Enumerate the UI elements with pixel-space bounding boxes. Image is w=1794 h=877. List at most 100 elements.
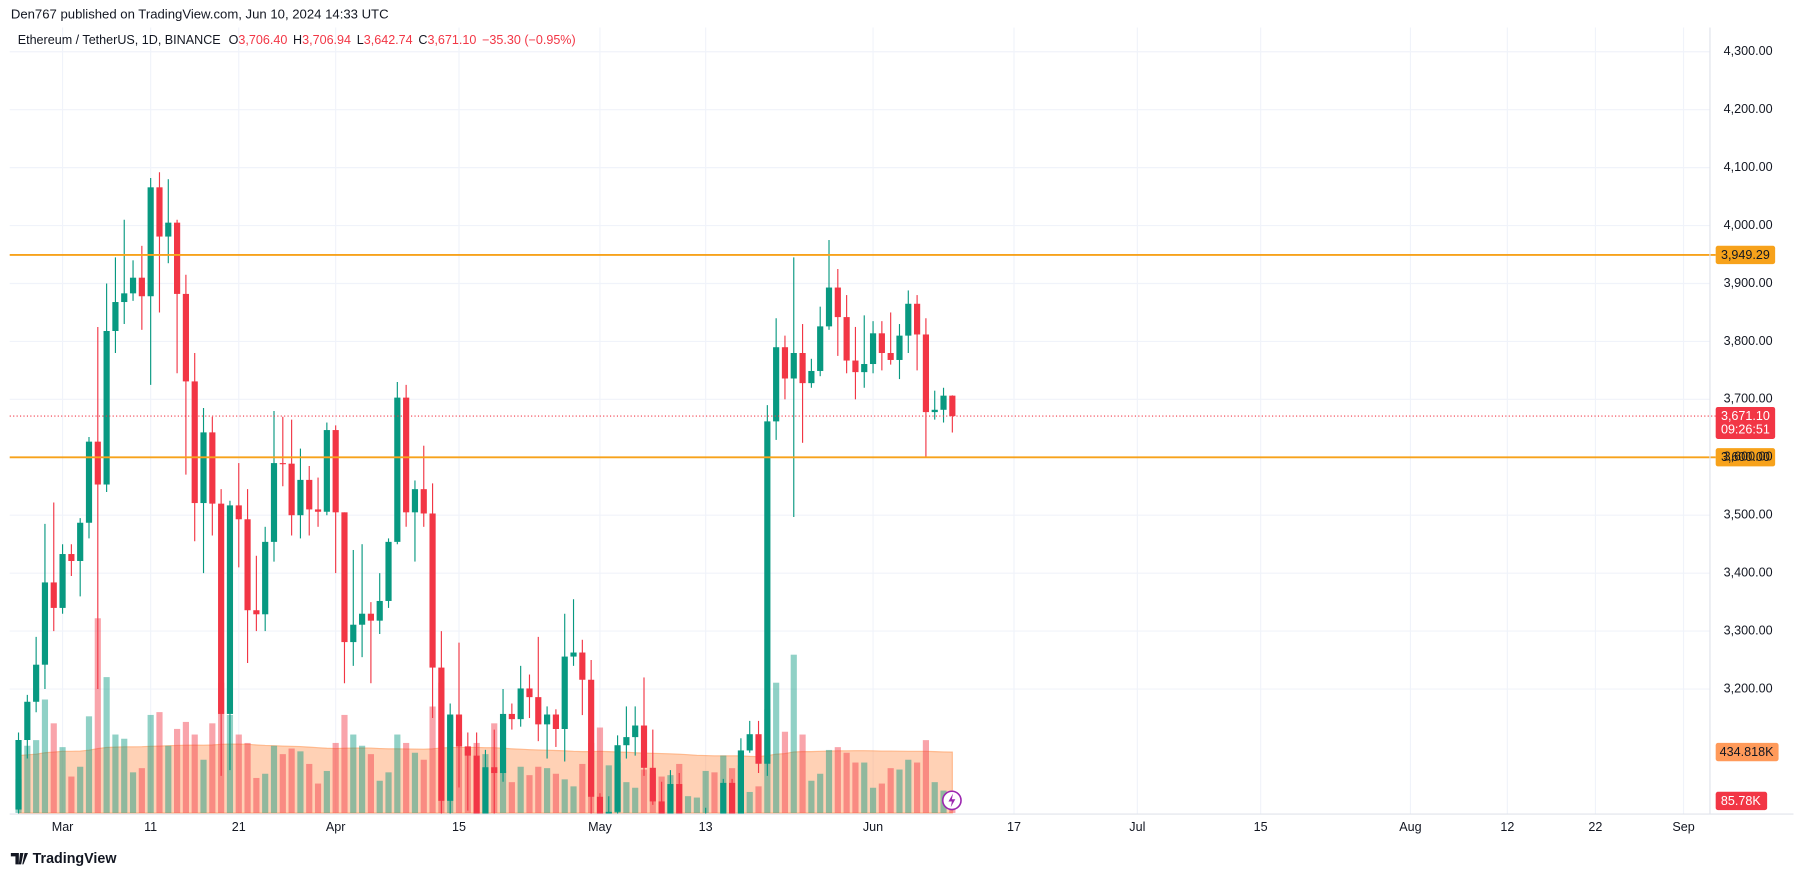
candle-body: [455, 714, 463, 747]
candle-body: [755, 734, 762, 764]
candle-body: [103, 330, 110, 485]
volume-bar: [165, 745, 172, 813]
volume-bar: [191, 734, 198, 813]
ohlc-value: 3,642.74: [364, 33, 413, 47]
volume-bar: [878, 783, 885, 813]
candle-body: [914, 303, 921, 335]
candle-body: [174, 222, 181, 294]
icon-bolt[interactable]: [948, 793, 956, 808]
candle-body: [244, 519, 251, 611]
volume-bar: [244, 742, 251, 813]
volume-bar: [544, 768, 551, 813]
candle-body: [306, 479, 313, 510]
volume-bar: [429, 706, 436, 813]
volume-bar: [156, 712, 163, 813]
candle-body: [605, 811, 612, 815]
volume-bar: [314, 783, 322, 813]
ohlc-value: 3,671.10: [427, 33, 476, 47]
candle-body: [112, 302, 119, 331]
candle-body: [85, 441, 93, 523]
x-tick-label: Jun: [863, 820, 883, 834]
candle-body: [182, 293, 189, 382]
candle-body: [394, 397, 401, 542]
candle-body: [640, 725, 648, 768]
volume-bar: [323, 770, 330, 813]
candle-body: [517, 688, 524, 720]
volume-bar: [773, 682, 780, 813]
y-tick-label: 3,600.00: [1724, 450, 1773, 464]
candle-body: [33, 664, 40, 702]
volume-bar: [922, 740, 929, 813]
candle-body: [869, 333, 877, 365]
candle-body: [852, 360, 859, 373]
volume-bar: [182, 721, 189, 813]
y-tick-label: 3,900.00: [1724, 276, 1773, 290]
volume-bar: [834, 747, 841, 813]
volume-bar: [914, 762, 921, 813]
candle-body: [922, 334, 929, 413]
volume-bar: [596, 727, 604, 813]
candle-body: [464, 746, 471, 756]
candle-body: [94, 441, 101, 485]
tv-logo: TradingView: [10, 851, 117, 867]
ohlc-key: O: [229, 33, 239, 47]
volume-bar: [526, 775, 533, 813]
candle-body: [720, 782, 727, 815]
volume-bar: [121, 738, 128, 813]
volume-bar: [24, 745, 31, 813]
candle-body: [632, 725, 639, 738]
volume-bar: [376, 780, 383, 813]
ohlc-value: 3,706.94: [302, 33, 351, 47]
y-tick-label: 4,300.00: [1724, 44, 1773, 58]
candle-body: [235, 505, 242, 520]
candle-body: [896, 335, 903, 360]
volume-bar: [200, 759, 207, 813]
candle-body: [367, 613, 374, 621]
volume-bar: [350, 734, 357, 813]
volume-bar: [896, 769, 903, 813]
candle-body: [825, 287, 833, 327]
x-tick-label: 15: [452, 820, 466, 834]
plot: [15, 172, 956, 815]
lightning-icon[interactable]: [941, 790, 962, 811]
volume-bar: [605, 765, 612, 813]
candle-body: [905, 303, 912, 336]
x-tick-label: 11: [144, 820, 157, 834]
candle-body: [790, 353, 797, 379]
ohlc-key: C: [418, 33, 427, 47]
candle-body: [473, 755, 480, 815]
candle-body: [156, 187, 163, 237]
candle-body: [737, 750, 744, 815]
volume-bar: [843, 752, 850, 813]
y-tick-label: 3,400.00: [1724, 565, 1773, 579]
candle-body: [121, 293, 128, 303]
volume-bar: [112, 734, 119, 813]
candle-body: [887, 353, 894, 360]
volume-bar: [799, 734, 806, 813]
symbol-name: Ethereum / TetherUS, 1D, BINANCE: [18, 33, 221, 47]
volume-ma-label: 434.818K: [1720, 745, 1774, 759]
x-tick-label: Sep: [1672, 820, 1694, 834]
candle-body: [834, 287, 841, 318]
y-tick-label: 4,000.00: [1724, 218, 1773, 232]
volume-bar: [94, 618, 101, 813]
volume-bar: [411, 752, 419, 813]
level-label: 3,949.29: [1721, 248, 1770, 262]
candle-body: [588, 679, 595, 797]
candle-body: [438, 667, 445, 801]
volume-bar: [59, 747, 66, 813]
candle-body: [817, 326, 824, 371]
candle-body: [940, 395, 947, 410]
volume-bar: [403, 742, 410, 813]
ohlc-value: 3,706.40: [238, 33, 287, 47]
volume-bar: [508, 782, 515, 813]
volume-bar: [623, 782, 630, 813]
change-value: −35.30 (−0.95%): [482, 33, 576, 47]
candle-body: [764, 421, 771, 764]
candle-body: [570, 652, 577, 657]
candle-body: [535, 697, 542, 725]
volume-bar: [825, 749, 833, 813]
volume-bar: [499, 770, 507, 813]
candle-body: [385, 541, 392, 601]
